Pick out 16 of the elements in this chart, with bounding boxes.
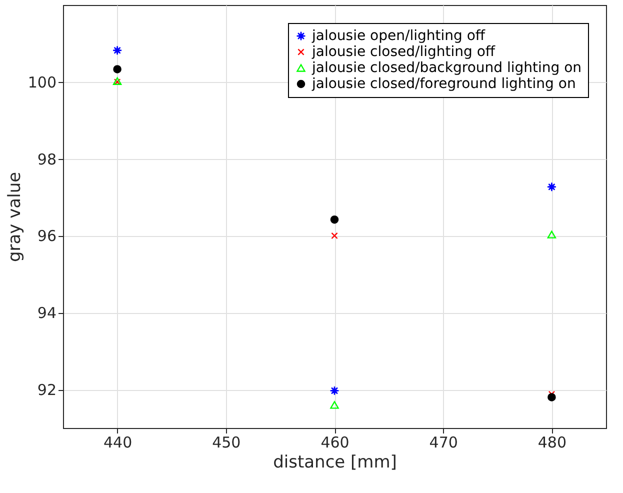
y-axis-title: gray value [4, 172, 25, 262]
legend-label: jalousie closed/lighting off [311, 44, 496, 60]
y-tick-label: 96 [37, 227, 56, 246]
x-tick-label: 450 [212, 434, 241, 452]
x-tick-label: 470 [429, 434, 458, 452]
legend-label: jalousie closed/background lighting on [311, 60, 582, 76]
x-axis-title: distance [mm] [273, 452, 397, 472]
legend-label: jalousie closed/foreground lighting on [311, 76, 576, 92]
x-tick-label: 480 [538, 434, 567, 452]
x-tick-label: 440 [103, 434, 132, 452]
x-tick-label: 460 [320, 434, 350, 452]
y-tick-label: 100 [28, 73, 56, 92]
y-tick-label: 98 [37, 150, 56, 168]
y-tick-label: 92 [37, 381, 56, 400]
y-tick-label: 94 [37, 304, 56, 322]
legend-label: jalousie open/lighting off [311, 28, 486, 44]
